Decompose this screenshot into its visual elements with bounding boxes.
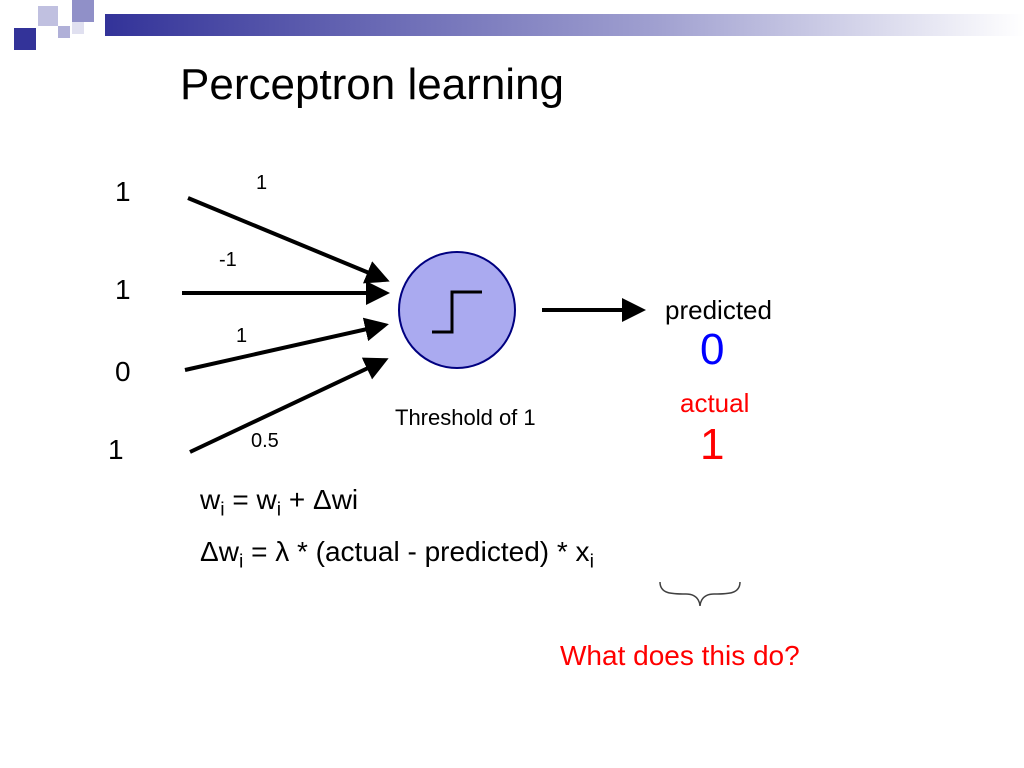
weight-w4: 0.5 [251, 430, 279, 453]
weight-w1: 1 [256, 172, 267, 195]
input-x3: 0 [115, 356, 131, 388]
decor-layer [0, 0, 1024, 768]
arrow [190, 360, 385, 452]
predicted-value: 0 [700, 325, 724, 375]
weight-w2: -1 [219, 249, 237, 272]
page-title: Perceptron learning [180, 60, 564, 110]
arrow [185, 325, 385, 370]
input-x4: 1 [108, 434, 124, 466]
weight-w3: 1 [236, 325, 247, 348]
actual-label: actual [680, 388, 749, 419]
formula-update-rule: wi = wi + Δwi [200, 484, 358, 522]
slide: Perceptron learning 1 1 0 1 1 -1 1 0.5 T… [0, 0, 1024, 768]
question-text: What does this do? [560, 640, 800, 672]
arrow [188, 198, 386, 280]
actual-value: 1 [700, 420, 724, 470]
input-x1: 1 [115, 176, 131, 208]
brace-icon [660, 582, 740, 606]
predicted-label: predicted [665, 295, 772, 326]
step-function-icon [432, 292, 482, 332]
input-x2: 1 [115, 274, 131, 306]
formula-delta-rule: Δwi = λ * (actual - predicted) * xi [200, 536, 594, 574]
neuron-node [399, 252, 515, 368]
threshold-label: Threshold of 1 [395, 405, 536, 431]
